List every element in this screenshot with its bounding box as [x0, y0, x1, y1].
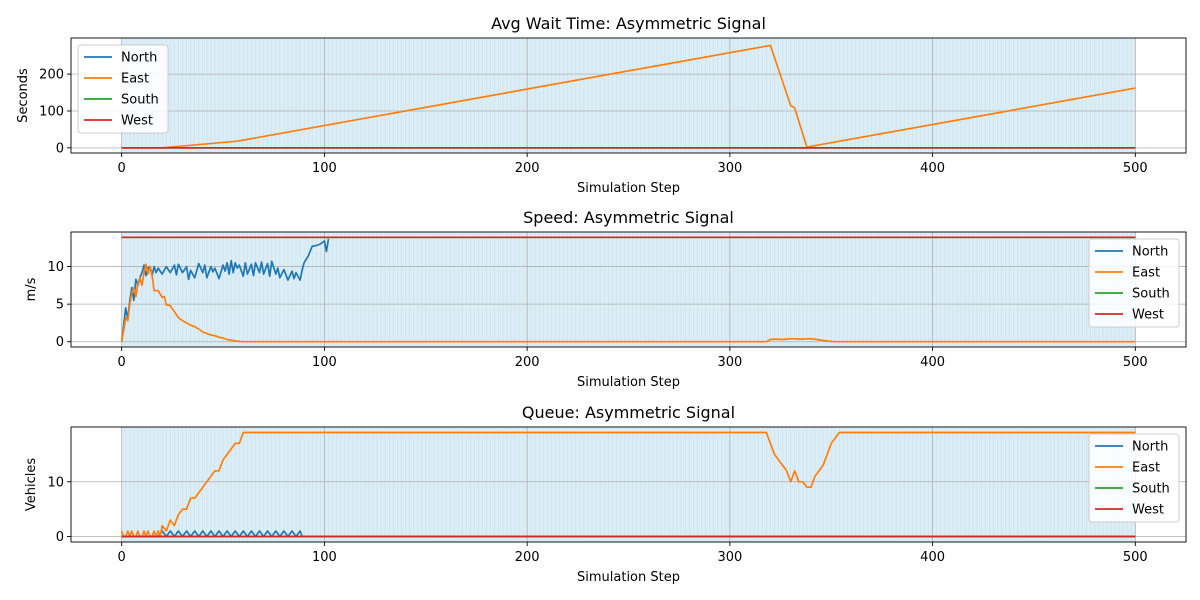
legend: North East South West — [1088, 433, 1180, 523]
legend-label: South — [121, 93, 159, 108]
x-tick-label: 100 — [312, 161, 337, 176]
chart-title: Queue: Asymmetric Signal — [522, 403, 735, 422]
legend-label: North — [1132, 440, 1168, 455]
x-tick-label: 100 — [312, 550, 337, 565]
chart-title: Speed: Asymmetric Signal — [523, 208, 734, 227]
x-axis-label: Simulation Step — [577, 375, 680, 390]
legend-label: West — [121, 114, 153, 129]
x-tick-label: 0 — [118, 355, 126, 370]
x-tick-label: 0 — [118, 161, 126, 176]
axes-frame — [70, 231, 1187, 348]
legend-box — [1088, 238, 1180, 328]
x-tick-label: 500 — [1123, 550, 1148, 565]
x-tick-label: 300 — [717, 550, 742, 565]
legend: North East South West — [77, 44, 169, 134]
y-axis-label: m/s — [24, 277, 39, 301]
legend-label: North — [1132, 245, 1168, 260]
y-tick-label: 100 — [39, 104, 64, 119]
series-line-east — [120, 263, 1136, 343]
axes-frame — [70, 426, 1187, 543]
x-tick-label: 100 — [312, 355, 337, 370]
chart-panel-2: 0 100 200 300 400 500 0 10 Queue: Asymmetric Sig… — [24, 403, 1187, 585]
y-tick-label: 5 — [56, 298, 64, 313]
x-tick-label: 200 — [515, 355, 540, 370]
legend-label: West — [1132, 308, 1164, 323]
series-line-east — [121, 44, 1136, 149]
legend: North East South West — [1088, 238, 1180, 328]
legend-label: South — [1132, 482, 1170, 497]
y-axis-label: Seconds — [16, 68, 31, 123]
chart-panel-0: 0 100 200 300 400 500 0 100 200 Avg Wait Time: As… — [16, 14, 1187, 196]
y-tick-label: 0 — [56, 335, 64, 350]
x-tick-label: 400 — [920, 161, 945, 176]
y-tick-label: 10 — [47, 475, 64, 490]
x-tick-label: 0 — [118, 550, 126, 565]
x-tick-label: 200 — [515, 161, 540, 176]
axes-frame — [70, 37, 1187, 154]
x-tick-label: 300 — [717, 161, 742, 176]
chart-title: Avg Wait Time: Asymmetric Signal — [491, 14, 766, 33]
legend-box — [77, 44, 169, 134]
x-tick-label: 400 — [920, 355, 945, 370]
y-tick-label: 0 — [56, 141, 64, 156]
legend-box — [1088, 433, 1180, 523]
x-tick-label: 300 — [717, 355, 742, 370]
legend-label: East — [1132, 266, 1160, 281]
series-line-east — [120, 431, 1136, 538]
y-axis-label: Vehicles — [24, 458, 39, 511]
legend-label: North — [121, 51, 157, 66]
x-tick-label: 200 — [515, 550, 540, 565]
legend-label: East — [1132, 461, 1160, 476]
chart-panel-1: 0 100 200 300 400 500 0 5 10 Speed: Asymmetric Si… — [24, 208, 1187, 390]
legend-label: South — [1132, 287, 1170, 302]
x-tick-label: 500 — [1123, 161, 1148, 176]
x-tick-label: 400 — [920, 550, 945, 565]
legend-label: East — [121, 72, 149, 87]
x-tick-label: 500 — [1123, 355, 1148, 370]
y-tick-label: 0 — [56, 530, 64, 545]
y-tick-label: 200 — [39, 68, 64, 83]
legend-label: West — [1132, 503, 1164, 518]
x-axis-label: Simulation Step — [577, 570, 680, 585]
y-tick-label: 10 — [47, 260, 64, 275]
x-axis-label: Simulation Step — [577, 181, 680, 196]
